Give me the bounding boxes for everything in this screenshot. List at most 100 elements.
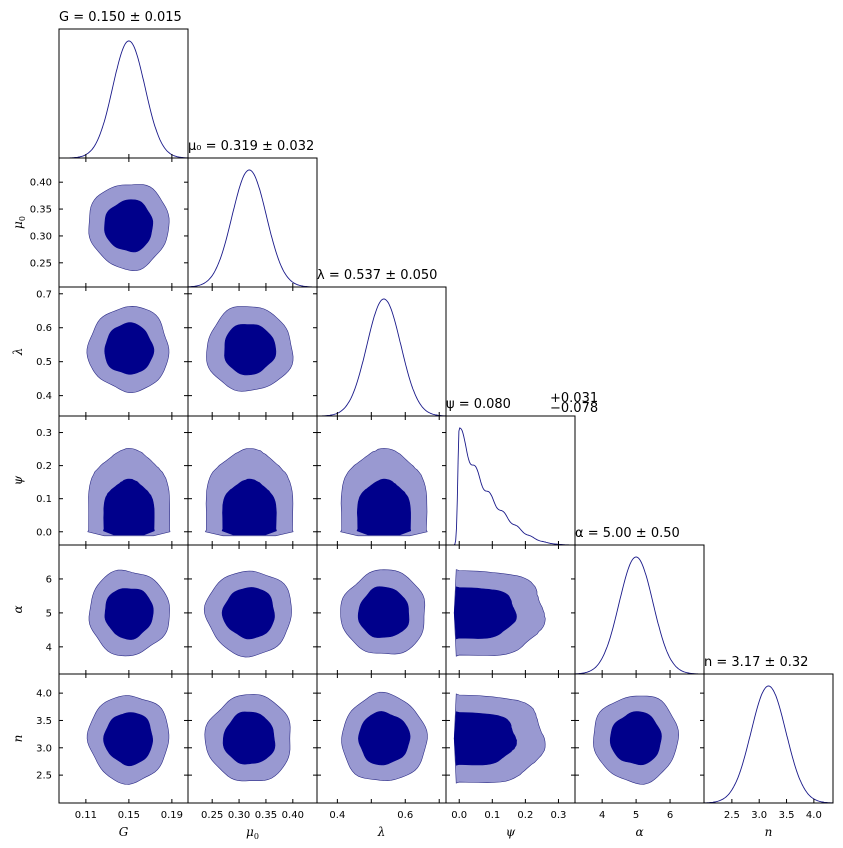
- x-tick-label: 0.6: [397, 810, 413, 821]
- x-tick-label: 0.1: [484, 810, 500, 821]
- marginal-curve-5: [703, 685, 834, 804]
- x-axis-label-4: α: [635, 825, 643, 839]
- panel-4-3: [445, 544, 576, 675]
- panel-title-3: ψ = 0.080: [446, 397, 511, 412]
- contour-inner: [453, 711, 517, 766]
- y-axis-label-subscript: 0: [18, 216, 27, 221]
- panel-title-1: μ₀ = 0.319 ± 0.032: [188, 139, 314, 154]
- y-axis-label-2: λ: [11, 348, 25, 357]
- y-axis-label-3: ψ: [11, 475, 25, 485]
- panel-3-1: [187, 415, 318, 546]
- panel-5-5: [703, 673, 834, 804]
- x-tick-label: 0.11: [75, 810, 97, 821]
- panel-4-0: [58, 544, 189, 675]
- y-tick-label: 0.40: [30, 178, 52, 189]
- x-tick-label: 0.40: [282, 810, 304, 821]
- panel-5-0: [58, 673, 189, 804]
- x-axis-label-1: μ0: [246, 825, 259, 841]
- marginal-curve-1: [188, 169, 317, 288]
- x-axis-label-0: G: [119, 825, 129, 839]
- panel-4-1: [187, 544, 318, 675]
- contour-inner: [103, 478, 155, 536]
- y-tick-label: 0.7: [36, 289, 52, 300]
- marginal-curve-0: [59, 40, 189, 159]
- x-axis-label-symbol: α: [635, 825, 643, 839]
- y-axis-label-symbol: n: [11, 735, 25, 743]
- panel-4-4: [574, 544, 705, 675]
- panel-5-3: [445, 673, 576, 804]
- x-tick-label: 0.30: [228, 810, 250, 821]
- x-axis-label-5: n: [765, 825, 773, 839]
- contour-inner: [358, 711, 411, 766]
- x-axis-label-symbol: G: [119, 825, 129, 839]
- panel-3-3: [445, 415, 576, 546]
- y-tick-label: 0.35: [30, 205, 52, 216]
- panel-5-2: [316, 673, 447, 804]
- panel-4-2: [316, 544, 447, 675]
- y-tick-label: 0.1: [36, 494, 52, 505]
- marginal-curve-2: [316, 298, 447, 417]
- y-tick-label: 0.6: [36, 323, 52, 334]
- x-tick-label: 5: [633, 810, 639, 821]
- x-axis-label-symbol: μ: [246, 825, 254, 839]
- x-tick-label: 0.15: [118, 810, 140, 821]
- y-tick-label: 6: [46, 574, 52, 585]
- x-tick-label: 6: [667, 810, 673, 821]
- y-axis-label-symbol: λ: [11, 348, 25, 357]
- y-tick-label: 0.25: [30, 258, 52, 269]
- panel-2-2: [316, 286, 447, 417]
- contour-inner: [104, 322, 155, 375]
- panel-0-0: [58, 28, 189, 159]
- y-tick-label: 5: [46, 608, 52, 619]
- panel-title-sup-3: +0.031: [550, 391, 598, 406]
- panel-frame: [445, 415, 576, 546]
- panel-3-0: [58, 415, 189, 546]
- contour-inner: [609, 711, 662, 766]
- x-tick-label: 3.0: [751, 810, 767, 821]
- y-tick-label: 3.0: [36, 743, 52, 754]
- y-axis-label-1: μ0: [11, 216, 27, 229]
- marginal-curve-3: [446, 427, 575, 546]
- y-axis-label-4: α: [11, 605, 25, 613]
- panel-3-2: [316, 415, 447, 546]
- y-tick-label: 0.4: [36, 391, 52, 402]
- x-tick-label: 0.35: [255, 810, 277, 821]
- x-axis-label-symbol: λ: [377, 825, 386, 839]
- y-tick-label: 0.3: [36, 428, 52, 439]
- contour-inner: [356, 478, 412, 536]
- contour-inner: [104, 588, 154, 640]
- panel-5-4: [574, 673, 705, 804]
- y-axis-label-symbol: ψ: [11, 475, 25, 485]
- panel-frame: [316, 286, 447, 417]
- x-tick-label: 0.3: [551, 810, 567, 821]
- marginal-curve-4: [575, 556, 704, 675]
- panels-layer: [58, 28, 834, 804]
- contour-inner: [453, 586, 517, 640]
- panel-title-sub-3: −0.078: [550, 401, 598, 416]
- panel-title-0: G = 0.150 ± 0.015: [59, 10, 182, 25]
- y-tick-label: 0.0: [36, 527, 52, 538]
- x-tick-label: 0.19: [161, 810, 183, 821]
- x-tick-label: 4.0: [806, 810, 822, 821]
- contour-inner: [221, 478, 277, 536]
- y-axis-label-5: n: [11, 735, 25, 743]
- x-tick-label: 0.25: [201, 810, 223, 821]
- panel-title-5: n = 3.17 ± 0.32: [704, 655, 808, 670]
- y-tick-label: 0.2: [36, 461, 52, 472]
- contour-inner: [357, 586, 410, 638]
- panel-1-1: [187, 157, 318, 288]
- x-axis-label-2: λ: [377, 825, 386, 839]
- panel-frame: [187, 157, 318, 288]
- y-tick-label: 0.5: [36, 357, 52, 368]
- y-axis-label-symbol: μ: [11, 221, 25, 229]
- x-tick-label: 0.4: [329, 810, 345, 821]
- y-tick-label: 0.30: [30, 231, 52, 242]
- y-tick-label: 2.5: [36, 771, 52, 782]
- panel-title-2: λ = 0.537 ± 0.050: [317, 268, 437, 283]
- panel-2-0: [58, 286, 189, 417]
- contour-inner: [104, 199, 154, 253]
- panel-frame: [703, 673, 834, 804]
- x-tick-label: 0.2: [517, 810, 533, 821]
- panel-title-4: α = 5.00 ± 0.50: [575, 526, 680, 541]
